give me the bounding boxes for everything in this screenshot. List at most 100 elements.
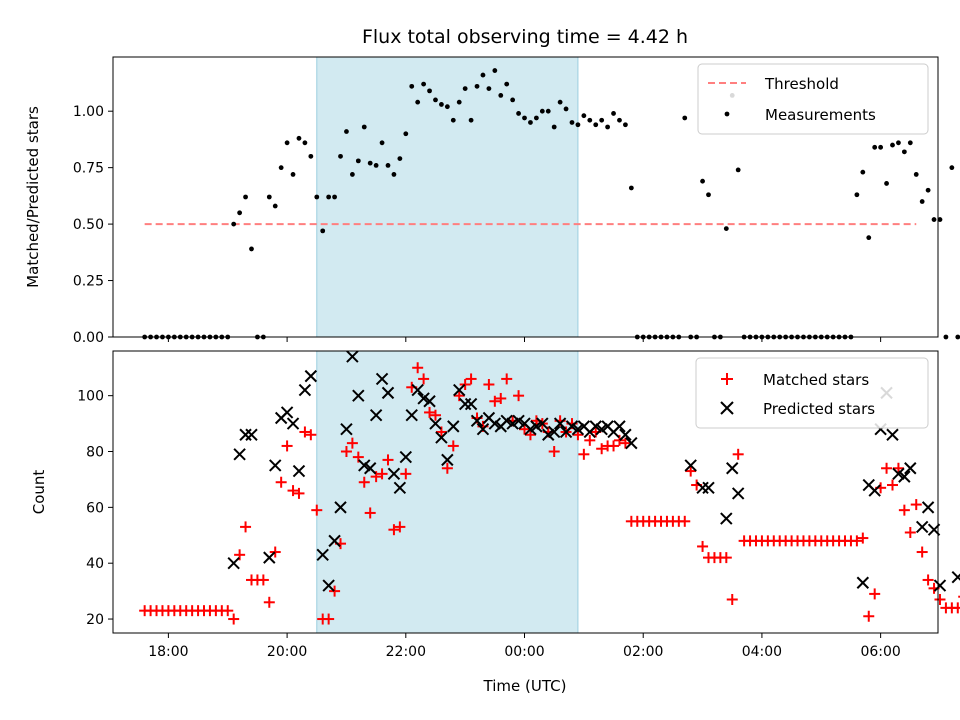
predicted-star-marker [536,417,549,430]
measurement-point [373,162,379,168]
matched-star-marker [548,446,560,458]
matched-star-marker [281,440,293,452]
measurement-point [415,99,421,105]
top-panel: 0.00 0.25 0.50 0.75 1.00 Matched/Predicted s… [24,56,960,346]
y-tick-label: 0.25 [73,274,104,290]
predicted-star-marker [411,383,424,397]
measurement-point [284,140,290,146]
y-tick-label: 100 [77,389,104,405]
measurement-point [528,120,533,125]
measurement-point [444,104,450,110]
predicted-star-marker [547,425,561,439]
measurement-point [349,172,355,177]
bottom-panel: 20 40 60 80 100 18:00 20:00 22:00 00:00 02:00 04:… [30,350,960,695]
y-tick-label: 40 [86,556,104,572]
predicted-star-marker [399,450,413,464]
measurement-point [516,111,521,116]
predicted-star-marker [625,436,638,450]
matched-star-marker [685,465,697,477]
measurement-point [925,187,931,193]
bottom-axes-frame [112,350,939,634]
bottom-x-ticks: 18:00 20:00 22:00 00:00 02:00 04:00 06:00 [148,633,901,660]
x-axis-label: Time (UTC) [483,677,567,695]
predicted-star-marker [352,389,365,402]
y-tick-label: 1.00 [73,104,104,120]
matched-star-marker [608,440,620,452]
matched-star-marker [934,593,946,605]
matched-star-marker [400,468,412,480]
measurement-point [587,117,593,123]
measurement-point [901,149,907,155]
predicted-star-marker [898,470,911,483]
measurement-point [290,172,296,177]
matched-star-marker [679,515,691,527]
x-tick-label: 02:00 [623,644,663,660]
matched-star-marker [424,406,436,418]
matched-star-marker [323,613,335,625]
x-tick-label: 04:00 [742,644,782,660]
measurement-point [480,72,486,78]
matched-star-marker [732,448,744,460]
x-tick-label: 00:00 [504,644,544,660]
predicted-star-marker [346,350,359,363]
matched-star-marker [382,454,394,466]
measurement-point [504,81,510,87]
matched-star-marker [483,379,495,391]
measurement-point [700,178,705,184]
predicted-star-marker [375,372,389,386]
measurement-point [332,194,337,200]
measurement-point [533,115,539,121]
legend-matched-label: Matched stars [763,371,869,389]
measurement-point [403,131,409,137]
bottom-legend-box [695,357,929,429]
measurement-point [344,129,349,134]
predicted-star-marker [951,570,960,584]
matched-star-marker [305,429,317,441]
measurement-point [575,122,581,128]
measurement-point [931,217,937,222]
predicted-star-marker [921,501,935,514]
measurement-point [569,120,575,125]
bottom-legend: Matched stars Predicted stars [695,357,929,429]
matched-star-marker [257,574,269,586]
predicted-star-marker [328,534,341,548]
top-x-ticks [167,337,882,342]
predicted-star-marker [233,448,246,461]
predicted-star-marker [292,464,306,478]
predicted-star-marker [316,548,329,562]
legend-matched-swatch [721,373,733,385]
predicted-star-marker [613,420,626,433]
measurement-point [338,153,343,159]
predicted-star-marker [933,579,947,592]
measurement-point [551,124,557,130]
bottom-y-axis-label: Count [30,470,48,515]
predicted-star-marker [429,417,442,430]
matched-star-marker [619,437,631,449]
measurement-point [563,106,569,112]
matched-star-marker [697,540,709,552]
predicted-star-marker [868,484,881,497]
measurement-point [593,122,599,128]
predicted-star-marker [369,409,383,422]
matched-star-marker [489,395,501,407]
predicted-star-marker [334,501,347,514]
matched-star-marker [720,552,732,564]
measurement-point [872,144,878,150]
measurement-point [611,111,616,116]
measurement-point [510,97,516,103]
measurement-point [391,172,397,177]
measurement-point [237,210,243,216]
measurement-point [896,140,901,146]
measurement-point [278,165,284,171]
matched-star-marker [418,373,430,385]
predicted-star-marker [441,453,454,467]
measurement-point [302,140,308,146]
y-tick-label: 80 [86,445,104,461]
measurement-point [866,235,872,241]
predicted-star-marker [904,462,917,475]
predicted-star-marker [696,481,709,495]
measurement-point [308,153,314,159]
predicted-star-marker [381,386,395,400]
predicted-star-marker [619,428,632,441]
